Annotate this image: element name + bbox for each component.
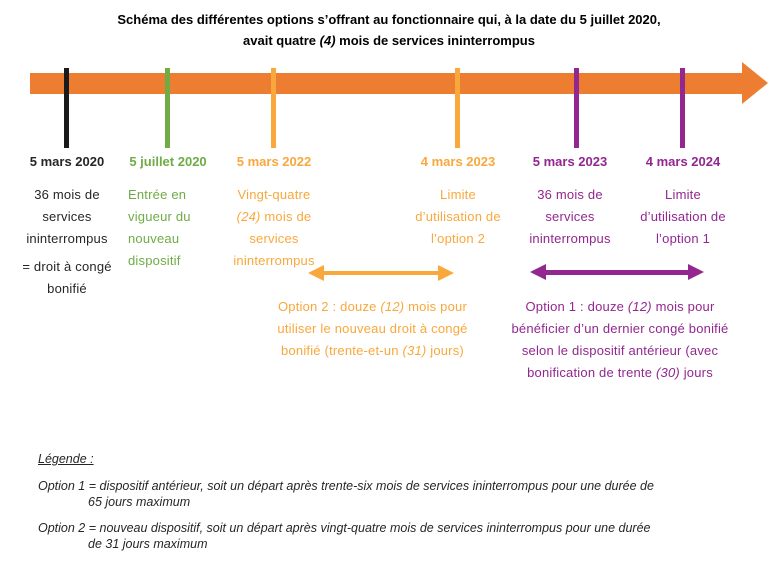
date-label-5-juillet-2020: 5 juillet 2020 [129, 154, 207, 169]
desc-line: vigueur du [128, 209, 191, 224]
desc-line: Entrée en [128, 187, 187, 202]
tick-4-mars-2024 [680, 68, 685, 148]
text-part-italic: (12) [380, 299, 405, 314]
legend-option1-line1: Option 1 = dispositif antérieur, soit un… [38, 479, 654, 493]
date-label-5-mars-2020: 5 mars 2020 [29, 154, 105, 169]
option2-line2: utiliser le nouveau droit à congé [277, 321, 468, 336]
arrowhead-left-icon [308, 265, 324, 281]
desc-line: services [249, 231, 299, 246]
desc-line: l’option 2 [430, 231, 486, 246]
tick-5-juillet-2020 [165, 68, 170, 148]
desc-line: ininterrompus [529, 231, 611, 246]
text-part-italic: (12) [627, 299, 652, 314]
desc-line: Limite [440, 187, 476, 202]
text-part: Option 2 : douze [277, 299, 381, 314]
legend-heading: Légende : [38, 452, 94, 466]
option2-line1: Option 2 : douze (12) mois pour [250, 296, 495, 318]
event-desc-5-mars-2020: 36 mois de services ininterrompus = droi… [7, 184, 127, 300]
tick-4-mars-2023 [455, 68, 460, 148]
desc-line: d’utilisation de [415, 209, 501, 224]
diagram-title-line2: avait quatre (4) mois de services ininte… [0, 30, 778, 51]
text-part-italic: (30) [655, 365, 680, 380]
diagram-title: Schéma des différentes options s’offrant… [0, 9, 778, 51]
text-part: Option 1 : douze [525, 299, 628, 314]
timeline-arrow-shaft [30, 73, 743, 94]
option2-text: Option 2 : douze (12) mois pour utiliser… [250, 296, 495, 362]
date-label-4-mars-2023: 4 mars 2023 [420, 154, 496, 169]
desc-line: dispositif [128, 253, 181, 268]
desc-line: services [545, 209, 595, 224]
text-part: jours [679, 365, 713, 380]
text-part-italic: (31) [402, 343, 427, 358]
title-line2-pre: avait quatre [243, 33, 320, 48]
desc-line: bonifié [47, 281, 87, 296]
text-part: bonification de trente [527, 365, 656, 380]
option2-line3: bonifié (trente-et-un (31) jours) [250, 340, 495, 362]
text-part: mois pour [404, 299, 468, 314]
title-line2-italic: (4) [319, 33, 336, 48]
timeline-arrowhead-icon [742, 62, 768, 104]
desc-line: Vingt-quatre [237, 187, 311, 202]
date-label-5-mars-2023: 5 mars 2023 [532, 154, 608, 169]
desc-line: ininterrompus [233, 253, 315, 268]
desc-line: Limite [665, 187, 701, 202]
option1-text: Option 1 : douze (12) mois pour bénéfici… [487, 296, 753, 384]
text-part: bonifié (trente-et-un [281, 343, 403, 358]
desc-rest: mois de [260, 209, 312, 224]
date-label-4-mars-2024: 4 mars 2024 [645, 154, 721, 169]
tick-5-mars-2022 [271, 68, 276, 148]
diagram-title-line1: Schéma des différentes options s’offrant… [117, 12, 661, 27]
option1-line3: selon le dispositif antérieur (avec [521, 343, 719, 358]
tick-5-mars-2020 [64, 68, 69, 148]
option1-duration-arrow [530, 264, 704, 281]
legend-option1-line2: 65 jours maximum [88, 495, 191, 509]
arrow-shaft [544, 270, 690, 275]
legend-option2-line2: de 31 jours maximum [88, 537, 208, 551]
option1-line1: Option 1 : douze (12) mois pour [487, 296, 753, 318]
desc-line: nouveau [128, 231, 180, 246]
option1-line2: bénéficier d’un dernier congé bonifié [511, 321, 729, 336]
desc-line: 36 mois de [537, 187, 603, 202]
arrowhead-left-icon [530, 264, 546, 280]
legend-option2-line1: Option 2 = nouveau dispositif, soit un d… [38, 521, 651, 535]
desc-line: d’utilisation de [640, 209, 726, 224]
title-line2-post: mois de services ininterrompus [335, 33, 535, 48]
arrow-shaft [322, 271, 440, 275]
desc-line: services [42, 209, 92, 224]
tick-5-mars-2023 [574, 68, 579, 148]
arrowhead-right-icon [438, 265, 454, 281]
desc-line: 36 mois de [34, 187, 100, 202]
event-desc-4-mars-2023: Limite d’utilisation de l’option 2 [394, 184, 522, 250]
desc-line: ininterrompus [26, 231, 108, 246]
event-desc-5-mars-2023: 36 mois de services ininterrompus [510, 184, 630, 250]
desc-line: l’option 1 [655, 231, 711, 246]
date-label-5-mars-2022: 5 mars 2022 [236, 154, 312, 169]
text-part: mois pour [651, 299, 715, 314]
desc-line: (24) mois de [214, 206, 334, 228]
desc-line: = droit à congé [22, 259, 112, 274]
event-desc-5-juillet-2020: Entrée en vigueur du nouveau dispositif [128, 184, 218, 272]
event-desc-5-mars-2022: Vingt-quatre (24) mois de services inint… [214, 184, 334, 272]
option2-duration-arrow [308, 265, 454, 282]
desc-italic: (24) [236, 209, 261, 224]
arrowhead-right-icon [688, 264, 704, 280]
option1-line4: bonification de trente (30) jours [487, 362, 753, 384]
text-part: jours) [426, 343, 464, 358]
event-desc-4-mars-2024: Limite d’utilisation de l’option 1 [619, 184, 747, 250]
